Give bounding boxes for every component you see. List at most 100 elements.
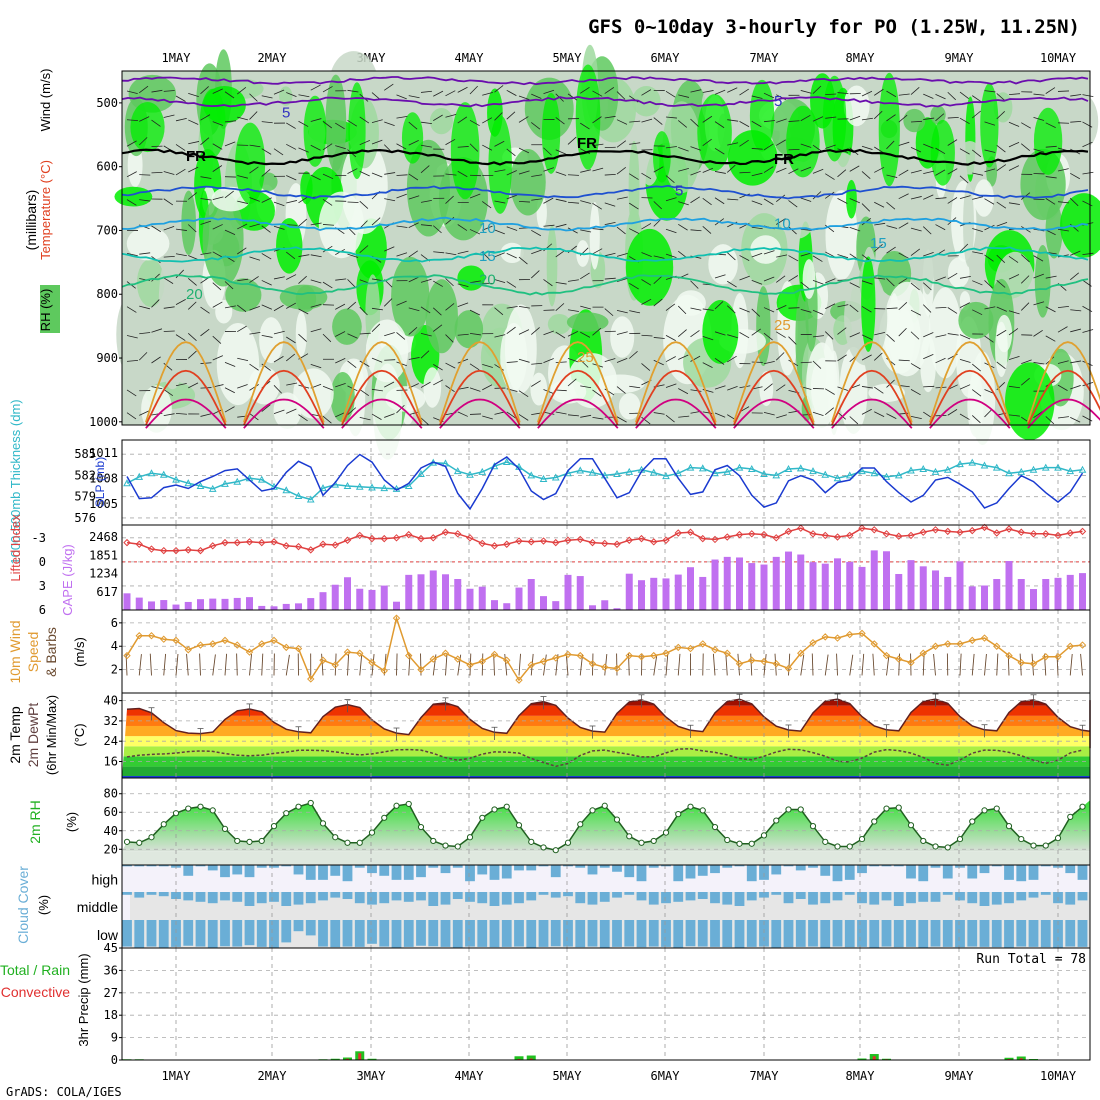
temp-band bbox=[122, 746, 1090, 757]
cape-bar bbox=[331, 584, 339, 610]
wind-barb bbox=[788, 200, 798, 208]
rh-patch bbox=[996, 314, 1013, 353]
moist-column bbox=[878, 72, 900, 187]
wind-barb bbox=[714, 171, 726, 174]
cape-bar bbox=[429, 570, 437, 610]
wind-barb bbox=[727, 87, 738, 93]
cloud-cell bbox=[722, 892, 733, 905]
wind-barb bbox=[237, 304, 247, 313]
rh-patch bbox=[930, 105, 946, 125]
cloud-cell bbox=[428, 892, 439, 906]
wind-barb-10m bbox=[872, 653, 875, 676]
moist-column bbox=[786, 105, 820, 178]
wind-barb bbox=[800, 166, 812, 172]
wind-barb bbox=[1057, 326, 1068, 333]
rh-marker bbox=[846, 843, 853, 850]
wind-barb bbox=[273, 304, 284, 312]
cape-bar bbox=[221, 598, 229, 610]
wind-barb bbox=[825, 173, 835, 180]
cape-bar bbox=[870, 550, 878, 610]
wind-barb bbox=[408, 357, 420, 360]
wind-barb bbox=[359, 116, 370, 124]
wind-barb bbox=[604, 87, 615, 94]
warm-dome-contour bbox=[242, 341, 325, 423]
cape-bar bbox=[148, 601, 155, 610]
cloud-cell bbox=[624, 892, 635, 895]
cloud-cell bbox=[685, 920, 696, 947]
wind-barb bbox=[653, 298, 663, 307]
rh-marker bbox=[748, 840, 755, 847]
wind-barb bbox=[445, 114, 457, 118]
cape-bar bbox=[1042, 579, 1050, 610]
wind-barb bbox=[1008, 385, 1020, 389]
cloud-cell bbox=[232, 920, 243, 947]
wind-barb bbox=[555, 281, 567, 285]
wind-barb bbox=[322, 415, 332, 424]
rh-patch bbox=[610, 316, 635, 358]
wind-barb bbox=[959, 384, 971, 390]
warm-dome-contour bbox=[733, 398, 815, 429]
wind-barb bbox=[984, 280, 993, 289]
wind-barb bbox=[580, 122, 590, 130]
minmax-label: (6hr Min/Max) bbox=[44, 695, 59, 775]
cloud-cell bbox=[354, 892, 365, 904]
wind-barb bbox=[604, 358, 616, 362]
lifted-index-marker bbox=[380, 534, 388, 543]
lifted-index-marker bbox=[1066, 529, 1074, 537]
rh-marker bbox=[932, 843, 939, 850]
cloud-cell bbox=[624, 865, 635, 878]
wind-barb bbox=[237, 223, 248, 230]
wind-barb bbox=[1045, 87, 1056, 94]
wind-barb bbox=[384, 83, 394, 91]
wind-barb bbox=[384, 381, 395, 388]
wind-barb bbox=[347, 333, 358, 339]
cape-bar bbox=[723, 556, 731, 610]
wind-barb bbox=[947, 91, 957, 101]
cloud-cell bbox=[550, 920, 561, 947]
warm-dome-contour bbox=[242, 369, 325, 426]
bottom-date-labels: 1MAY 2MAY 3MAY 4MAY 5MAY 6MAY 7MAY 8MAY 9MAY 10MA… bbox=[162, 1069, 1077, 1083]
wind-barb bbox=[555, 149, 566, 155]
wind-barb bbox=[249, 276, 259, 283]
wind-barb bbox=[286, 143, 297, 150]
wind-barb bbox=[861, 354, 872, 361]
wind-barb bbox=[494, 411, 506, 415]
wind-barb bbox=[837, 354, 847, 362]
rh-patch bbox=[903, 108, 926, 133]
wind-barb bbox=[616, 331, 628, 335]
wind-barb bbox=[714, 301, 724, 310]
rh-marker bbox=[442, 842, 449, 849]
cloud-cell bbox=[979, 920, 990, 947]
wind-speed-marker bbox=[1017, 658, 1025, 667]
cloud-cell bbox=[158, 892, 169, 897]
wind-barb bbox=[616, 196, 628, 200]
cloud-cell bbox=[795, 865, 806, 871]
cloud-cell bbox=[746, 865, 757, 882]
wind-barb bbox=[1057, 228, 1069, 232]
wind-barb bbox=[727, 355, 737, 363]
wind-barb bbox=[224, 387, 235, 394]
warm-dome-contour bbox=[145, 398, 227, 429]
cloud-row-label: high bbox=[92, 872, 118, 888]
wind-barb bbox=[886, 225, 898, 229]
cloud-cell bbox=[612, 865, 622, 872]
wind-barb bbox=[653, 275, 663, 284]
wind-barb bbox=[800, 281, 810, 290]
wind-barb bbox=[665, 197, 677, 202]
wind-barb bbox=[555, 198, 567, 202]
y-tick-label: 600 bbox=[96, 160, 118, 174]
wind-speed-marker bbox=[221, 636, 229, 645]
wind-barb bbox=[972, 251, 984, 255]
wind-barb bbox=[139, 332, 151, 335]
wind-barb-10m bbox=[445, 653, 448, 676]
thickness-marker bbox=[809, 467, 817, 475]
wind-barb bbox=[825, 93, 837, 96]
cloud-cell bbox=[391, 865, 402, 880]
wind-barb bbox=[433, 280, 443, 287]
wind-barb bbox=[886, 333, 895, 342]
wind-barb bbox=[1020, 377, 1030, 386]
lifted-index-marker bbox=[172, 546, 180, 555]
lifted-index-marker bbox=[552, 538, 560, 547]
wind-barb bbox=[592, 389, 602, 397]
